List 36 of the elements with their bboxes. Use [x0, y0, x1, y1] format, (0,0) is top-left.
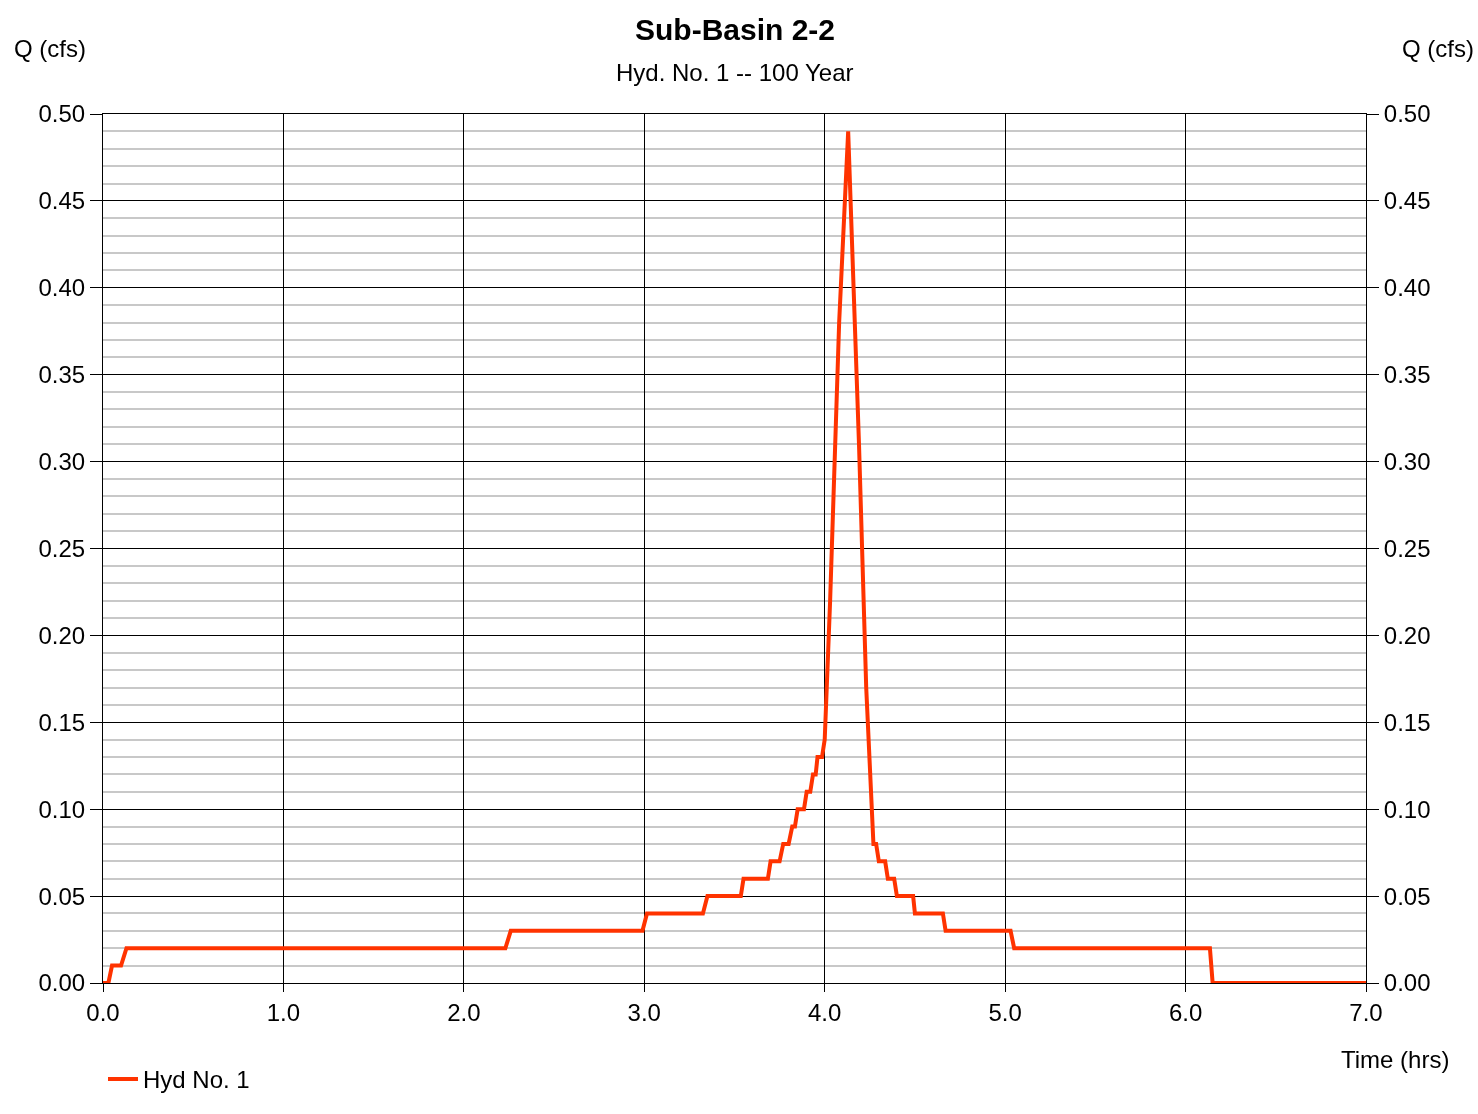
y-tick-label: 0.05	[38, 882, 86, 910]
x-tick-label: 6.0	[1168, 998, 1203, 1026]
x-tick-label: 7.0	[1349, 998, 1383, 1026]
y2-tick-label: 0.50	[1383, 100, 1431, 128]
x-axis-title: Time (hrs)	[1341, 1046, 1450, 1073]
y2-tick-label: 0.45	[1383, 187, 1431, 215]
chart-title: Sub-Basin 2-2	[635, 13, 836, 46]
chart-subtitle: Hyd. No. 1 -- 100 Year	[616, 59, 854, 86]
x-tick-label: 0.0	[86, 998, 120, 1026]
y2-axis-title: Q (cfs)	[1402, 35, 1474, 62]
x-tick-label: 3.0	[627, 998, 661, 1026]
y2-tick-label: 0.05	[1383, 882, 1431, 910]
y2-tick-label: 0.30	[1383, 448, 1431, 475]
y2-tick-label: 0.00	[1383, 969, 1431, 997]
y-tick-label: 0.50	[38, 100, 86, 128]
y-tick-label: 0.30	[38, 448, 86, 475]
legend-label: Hyd No. 1	[143, 1066, 250, 1094]
y-tick-label: 0.25	[38, 534, 86, 562]
y-tick-label: 0.45	[38, 187, 86, 215]
y2-tick-label: 0.10	[1383, 795, 1431, 823]
y2-tick-label: 0.35	[1383, 361, 1431, 389]
y-tick-label: 0.15	[38, 708, 86, 736]
x-tick-label: 5.0	[988, 998, 1022, 1026]
y-tick-label: 0.40	[38, 274, 86, 302]
y2-tick-label: 0.20	[1383, 621, 1431, 649]
y-axis-title: Q (cfs)	[14, 35, 86, 62]
y-tick-label: 0.35	[38, 361, 86, 389]
y2-tick-label: 0.40	[1383, 274, 1431, 302]
y-tick-label: 0.00	[38, 969, 86, 997]
y-tick-label: 0.10	[38, 795, 86, 823]
x-tick-label: 1.0	[266, 998, 301, 1026]
x-tick-label: 2.0	[447, 998, 481, 1026]
x-tick-label: 4.0	[808, 998, 842, 1026]
y2-tick-label: 0.25	[1383, 534, 1431, 562]
y2-tick-label: 0.15	[1383, 708, 1431, 736]
y-tick-label: 0.20	[38, 621, 86, 649]
